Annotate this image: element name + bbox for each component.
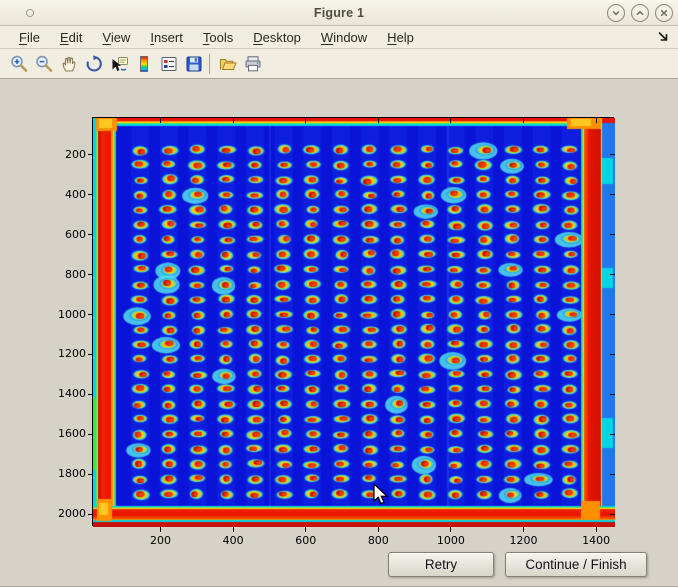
menu-insert[interactable]: Insert [150,29,183,45]
menu-help[interactable]: Help [387,29,414,45]
y-tick [610,473,615,475]
y-tick [610,433,615,435]
toolbar-rotate-3d-icon[interactable] [81,52,106,76]
y-tick [610,314,615,316]
y-tick [88,353,93,355]
y-tick [610,154,615,156]
x-tick-label: 200 [150,534,172,547]
x-tick [595,527,597,532]
menu-view[interactable]: View [102,29,131,45]
x-tick [595,118,597,123]
x-tick-label: 600 [295,534,317,547]
y-tick-label: 1600 [58,427,86,441]
y-tick-label: 400 [65,187,86,201]
y-tick [88,234,93,236]
close-button[interactable] [655,4,673,22]
window-menu-icon[interactable] [26,9,34,17]
menu-bar: File Edit View Insert Tools Desktop Window Help [0,26,678,49]
x-tick-label: 800 [367,534,389,547]
menu-tools[interactable]: Tools [202,29,234,45]
x-tick-label: 1000 [436,534,465,547]
menu-window[interactable]: Window [320,29,368,45]
retry-button[interactable]: Retry [388,552,494,577]
y-tick-label: 1800 [58,467,86,481]
x-tick [232,527,234,532]
x-tick [523,118,525,123]
figure-canvas: 200 400 600 800 1000 1200 1400 200 400 600 800 1000… [0,79,678,586]
toolbar-open-icon[interactable] [215,52,240,76]
x-tick [523,527,525,532]
y-tick-label: 1000 [58,307,86,321]
menu-overflow-icon[interactable] [657,30,670,46]
y-tick [88,513,93,515]
toolbar-print-icon[interactable] [240,52,265,76]
toolbar-zoom-out-icon[interactable] [31,52,56,76]
figure-toolbar [0,49,678,79]
toolbar-colorbar-icon[interactable] [131,52,156,76]
x-tick [305,118,307,123]
x-tick-label: 400 [222,534,244,547]
x-tick-label: 1400 [582,534,611,547]
x-tick [377,527,379,532]
y-tick-label: 600 [65,227,86,241]
y-tick [88,274,93,276]
x-tick-label: 1200 [509,534,538,547]
menu-desktop[interactable]: Desktop [253,29,301,45]
y-tick [88,433,93,435]
y-tick [610,234,615,236]
maximize-button[interactable] [631,4,649,22]
x-tick [450,118,452,123]
plot-axes: 200 400 600 800 1000 1200 1400 200 400 600 800 1000… [58,117,615,547]
x-tick [232,118,234,123]
y-tick [88,473,93,475]
x-tick [305,527,307,532]
toolbar-insert-legend-icon[interactable] [156,52,181,76]
y-tick [610,274,615,276]
y-tick [88,154,93,156]
x-tick [160,118,162,123]
x-tick [160,527,162,532]
y-tick-label: 1200 [58,347,86,361]
y-tick [88,393,93,395]
y-tick [610,194,615,196]
y-tick-label: 2000 [58,507,86,521]
y-tick-label: 200 [65,147,86,161]
toolbar-pan-icon[interactable] [56,52,81,76]
heatmap-image[interactable] [93,118,615,527]
y-tick [610,353,615,355]
toolbar-save-icon[interactable] [181,52,206,76]
x-tick [450,527,452,532]
menu-file[interactable]: File [19,29,40,45]
y-tick [88,194,93,196]
y-tick [610,513,615,515]
roll-up-button[interactable] [607,4,625,22]
y-tick [88,314,93,316]
window-controls [607,4,673,22]
title-bar[interactable]: Figure 1 [0,0,678,26]
y-tick-label: 800 [65,267,86,281]
toolbar-separator [209,53,210,74]
y-tick [610,393,615,395]
continue-finish-button[interactable]: Continue / Finish [505,552,647,577]
menu-edit[interactable]: Edit [59,29,83,45]
window-title: Figure 1 [313,5,365,20]
x-tick [377,118,379,123]
toolbar-data-cursor-icon[interactable] [106,52,131,76]
toolbar-zoom-in-icon[interactable] [6,52,31,76]
y-tick-label: 1400 [58,387,86,401]
